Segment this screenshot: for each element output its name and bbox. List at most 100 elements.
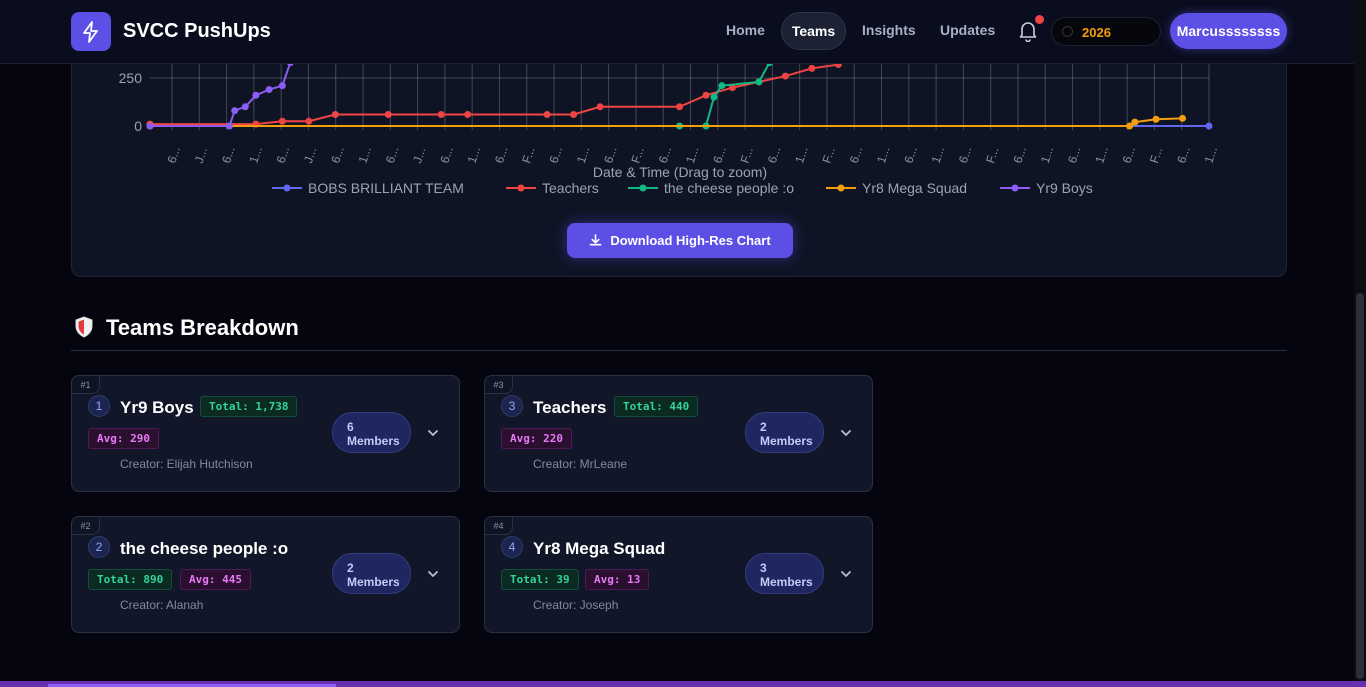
avg-badge: Avg: 290 bbox=[88, 428, 159, 449]
legend-label: Teachers bbox=[542, 180, 599, 196]
y-tick-label: 250 bbox=[119, 70, 143, 86]
x-tick-label: 1... bbox=[574, 145, 592, 165]
data-point bbox=[252, 91, 260, 99]
data-point bbox=[384, 110, 392, 118]
data-point bbox=[1131, 118, 1139, 126]
brand-name[interactable]: SVCC PushUps bbox=[123, 20, 271, 42]
legend-marker bbox=[837, 184, 845, 192]
x-tick-label: 1... bbox=[792, 145, 810, 165]
series-line bbox=[679, 62, 771, 127]
x-tick-label: 6... bbox=[492, 145, 510, 165]
data-point bbox=[278, 82, 286, 90]
x-tick-label: 1... bbox=[465, 145, 483, 165]
year-selector[interactable]: 2026 bbox=[1051, 17, 1161, 46]
avg-badge: Avg: 220 bbox=[501, 428, 572, 449]
team-card[interactable]: #4 4 Yr8 Mega Squad Total: 39 Avg: 13 Cr… bbox=[484, 516, 873, 633]
x-tick-label: 6... bbox=[901, 145, 919, 165]
scrollbar-thumb[interactable] bbox=[1356, 293, 1364, 679]
team-card[interactable]: #2 2 the cheese people :o Total: 890 Avg… bbox=[71, 516, 460, 633]
team-creator: Creator: Alanah bbox=[120, 598, 204, 612]
x-tick-label: 6... bbox=[956, 145, 974, 165]
members-button[interactable]: 2 Members bbox=[745, 412, 824, 453]
team-card[interactable]: #3 3 Teachers Total: 440 Avg: 220 Creato… bbox=[484, 375, 873, 492]
lightning-icon bbox=[83, 20, 98, 43]
team-name: Yr9 Boys bbox=[120, 398, 194, 417]
nav-insights[interactable]: Insights bbox=[862, 22, 916, 38]
nav-updates[interactable]: Updates bbox=[940, 22, 996, 38]
legend-marker bbox=[1011, 184, 1019, 192]
y-tick-label: 0 bbox=[134, 118, 142, 134]
x-tick-label: 6... bbox=[547, 145, 565, 165]
teams-breakdown-title: Teams Breakdown bbox=[106, 315, 299, 340]
members-button[interactable]: 6 Members bbox=[332, 412, 411, 453]
x-tick-label: 1... bbox=[246, 145, 264, 165]
data-point bbox=[1126, 122, 1134, 130]
x-tick-label: 6... bbox=[165, 145, 183, 165]
legend-item: Yr9 Boys bbox=[1000, 180, 1093, 196]
rank-tag: #2 bbox=[71, 516, 100, 535]
legend-item: the cheese people :o bbox=[628, 180, 794, 196]
data-point bbox=[781, 72, 789, 80]
data-point bbox=[710, 93, 718, 101]
x-tick-label: 6... bbox=[383, 145, 401, 165]
total-badge: Total: 39 bbox=[501, 569, 579, 590]
total-badge: Total: 890 bbox=[88, 569, 173, 590]
app-logo[interactable] bbox=[71, 12, 111, 51]
data-point bbox=[437, 110, 445, 118]
user-menu-button[interactable]: Marcussssssss bbox=[1170, 13, 1287, 49]
window-bottom-edge bbox=[0, 681, 1366, 687]
avg-badge: Avg: 13 bbox=[585, 569, 650, 590]
legend-item: Yr8 Mega Squad bbox=[826, 180, 967, 196]
x-tick-label: F... bbox=[519, 145, 537, 165]
chevron-down-icon[interactable] bbox=[839, 567, 853, 581]
x-tick-label: J... bbox=[301, 145, 319, 165]
series-line bbox=[150, 62, 292, 127]
team-number: 4 bbox=[501, 536, 523, 558]
chevron-down-icon[interactable] bbox=[839, 426, 853, 440]
notification-bell-icon[interactable] bbox=[1017, 20, 1039, 42]
data-point bbox=[331, 110, 339, 118]
team-name: the cheese people :o bbox=[120, 539, 289, 558]
x-tick-label: 6... bbox=[328, 145, 346, 165]
nav-home[interactable]: Home bbox=[726, 22, 765, 38]
legend-marker bbox=[283, 184, 291, 192]
team-card[interactable]: #1 1 Yr9 Boys Total: 1,738 Avg: 290 Crea… bbox=[71, 375, 460, 492]
rank-tag: #4 bbox=[484, 516, 513, 535]
nav-teams[interactable]: Teams bbox=[781, 12, 846, 50]
x-tick-label: 1... bbox=[1038, 145, 1056, 165]
total-badge: Total: 1,738 bbox=[200, 396, 298, 417]
x-tick-label: 6... bbox=[765, 145, 783, 165]
data-point bbox=[241, 103, 249, 111]
x-tick-label: F... bbox=[983, 145, 1001, 165]
members-button[interactable]: 3 Members bbox=[745, 553, 824, 594]
series-line bbox=[150, 63, 839, 126]
data-point bbox=[305, 117, 313, 125]
x-tick-label: F... bbox=[738, 145, 756, 165]
x-tick-label: 1... bbox=[929, 145, 947, 165]
legend-item: Teachers bbox=[506, 180, 599, 196]
data-point bbox=[278, 117, 286, 125]
chevron-down-icon[interactable] bbox=[426, 567, 440, 581]
data-point bbox=[702, 91, 710, 99]
chevron-down-icon[interactable] bbox=[426, 426, 440, 440]
members-button[interactable]: 2 Members bbox=[332, 553, 411, 594]
legend-label: Yr8 Mega Squad bbox=[862, 180, 967, 196]
team-creator: Creator: MrLeane bbox=[533, 457, 628, 471]
members-label: Members bbox=[760, 575, 813, 589]
x-tick-label: 1... bbox=[1202, 145, 1220, 165]
legend-marker bbox=[639, 184, 647, 192]
download-chart-label: Download High-Res Chart bbox=[610, 233, 771, 248]
data-point bbox=[1179, 114, 1187, 122]
x-tick-label: 6... bbox=[601, 145, 619, 165]
team-number: 1 bbox=[88, 395, 110, 417]
download-chart-button[interactable]: Download High-Res Chart bbox=[567, 223, 793, 258]
x-tick-label: 1... bbox=[683, 145, 701, 165]
data-point bbox=[146, 122, 154, 130]
members-count: 6 bbox=[347, 420, 354, 434]
x-tick-label: 6... bbox=[437, 145, 455, 165]
x-axis-label: Date & Time (Drag to zoom) bbox=[593, 164, 767, 180]
x-tick-label: F... bbox=[819, 145, 837, 165]
x-tick-label: 6... bbox=[219, 145, 237, 165]
data-point bbox=[464, 110, 472, 118]
